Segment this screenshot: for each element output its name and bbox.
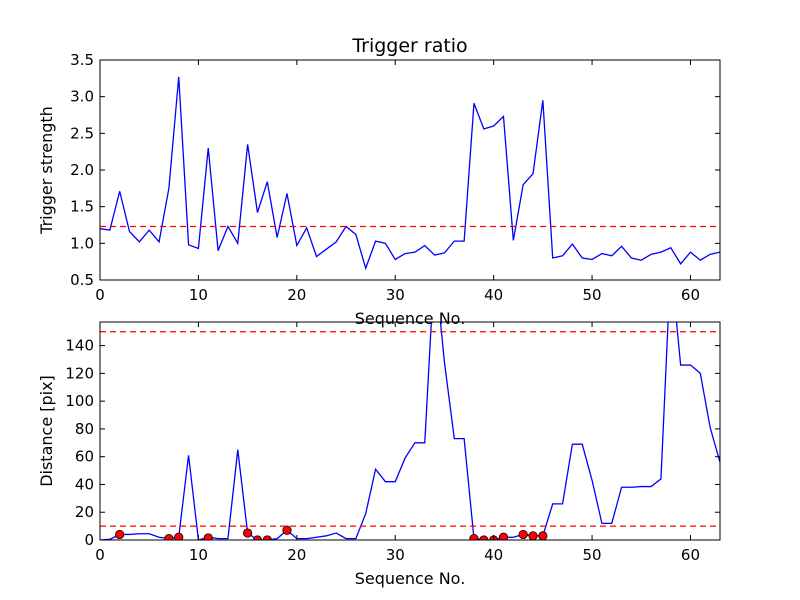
series-0	[100, 76, 720, 271]
top-chart: 0 10 20 30 40 50 60 0.5 1.0 1.5 2.0 2.5 3.0 3.5 Trigge…	[37, 35, 721, 328]
x-tick-label: 30	[386, 286, 405, 304]
y-tick-label: 2.5	[70, 124, 94, 142]
data-point	[518, 529, 528, 540]
x-tick-label: 10	[189, 546, 208, 564]
y-tick-label: 3.5	[70, 51, 94, 69]
x-axis-label: Sequence No.	[355, 309, 466, 328]
data-point	[538, 531, 548, 540]
y-axis-label: Distance [pix]	[37, 375, 56, 487]
y-tick-label: 0	[84, 531, 94, 549]
data-point	[528, 531, 538, 540]
x-tick-label: 40	[484, 286, 503, 304]
series-0	[100, 322, 720, 540]
x-axis-label: Sequence No.	[355, 569, 466, 588]
x-tick-label: 40	[484, 546, 503, 564]
y-tick-label: 120	[65, 364, 94, 382]
y-tick-label: 1.0	[70, 234, 94, 252]
x-tick-label: 30	[386, 546, 405, 564]
series-line	[100, 322, 720, 540]
series-line	[100, 76, 720, 271]
y-tick-label: 80	[75, 420, 94, 438]
x-tick-label: 0	[95, 286, 105, 304]
data-point	[498, 532, 509, 540]
data-point	[115, 529, 125, 540]
y-tick-label: 60	[75, 448, 94, 466]
x-tick-label: 10	[189, 286, 208, 304]
x-tick-label: 60	[681, 546, 700, 564]
x-tick-label: 20	[287, 286, 306, 304]
x-tick-label: 20	[287, 546, 306, 564]
y-tick-label: 100	[65, 392, 94, 410]
y-tick-label: 0.5	[70, 271, 94, 289]
y-tick-label: 2.0	[70, 161, 94, 179]
data-point	[164, 534, 174, 540]
x-tick-label: 60	[681, 286, 700, 304]
x-tick-label: 50	[583, 546, 602, 564]
data-point	[282, 525, 292, 535]
y-tick-label: 1.5	[70, 198, 94, 216]
bottom-chart: 0 10 20 30 40 50 60 0 20 40 60 80 100 120 140 Sequence …	[37, 321, 721, 588]
y-axis-label: Trigger strength	[37, 106, 56, 235]
y-tick-label: 40	[75, 475, 94, 493]
y-tick-label: 140	[65, 337, 94, 355]
x-tick-label: 50	[583, 286, 602, 304]
y-tick-label: 20	[75, 503, 94, 521]
data-point	[203, 533, 213, 540]
y-tick-label: 3.0	[70, 88, 94, 106]
data-point	[469, 534, 479, 540]
plot-frame	[99, 321, 721, 541]
data-point	[243, 528, 253, 538]
x-tick-label: 0	[95, 546, 105, 564]
data-point	[174, 532, 184, 540]
chart-title: Trigger ratio	[351, 35, 467, 57]
